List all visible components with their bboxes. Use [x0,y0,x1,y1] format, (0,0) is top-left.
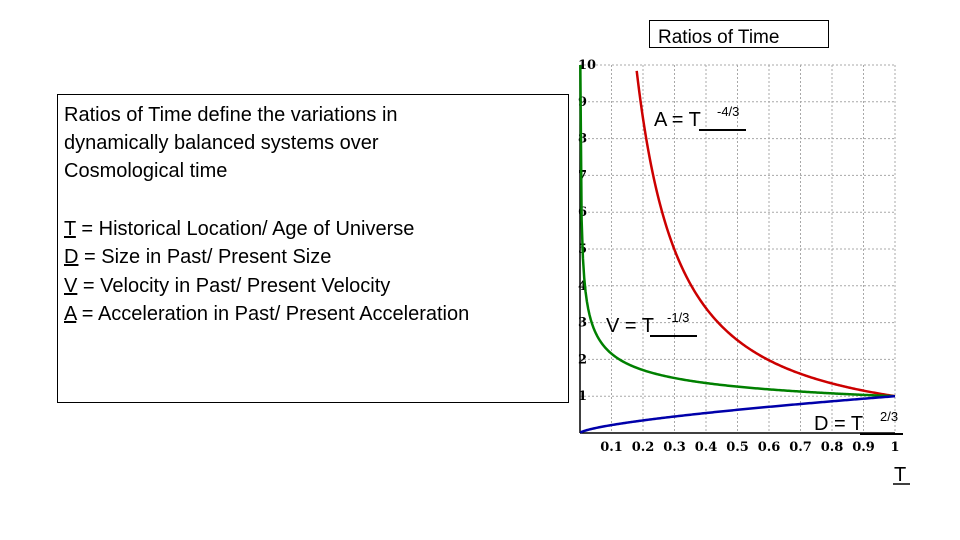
x-tick-0.6: 0.6 [758,440,781,455]
x-tick-0.4: 0.4 [695,440,718,455]
description-box: Ratios of Time define the variations in … [57,94,569,403]
intro-line-3: Cosmological time [64,160,228,182]
definition-d-text: = Size in Past/ Present Size [78,246,332,268]
x-tick-0.5: 0.5 [726,440,749,455]
chart-grid [580,64,896,433]
label-v: V = T -1/3 [606,310,697,337]
label-a-exponent: -4/3 [717,104,739,119]
curve-v [579,65,896,398]
definition-a-text: = Acceleration in Past/ Present Accelera… [76,303,470,325]
definition-t-text: = Historical Location/ Age of Universe [75,218,415,240]
slide-title: Ratios of Time [658,27,780,48]
definition-a-symbol: A [64,303,77,325]
title-box: Ratios of Time [649,20,829,48]
x-tick-0.7: 0.7 [789,440,812,455]
y-tick-1: 1 [578,389,587,404]
x-tick-1: 1 [890,440,899,455]
intro-line-2: dynamically balanced systems over [64,132,379,154]
curve-d [579,394,896,434]
x-axis-label-text: T [894,464,906,486]
definition-a: A = Acceleration in Past/ Present Accele… [64,304,469,324]
x-tick-0.1: 0.1 [600,440,623,455]
definition-v: V = Velocity in Past/ Present Velocity [64,276,390,296]
x-tick-0.8: 0.8 [821,440,844,455]
y-tick-10: 10 [578,58,596,73]
x-tick-0.3: 0.3 [663,440,686,455]
curve-a [635,70,896,398]
label-d-base: D = T [814,413,863,435]
y-tick-2: 2 [578,352,587,367]
label-d-exponent: 2/3 [880,409,898,424]
y-tick-3: 3 [578,316,587,331]
y-tick-8: 8 [578,132,587,147]
label-v-exponent: -1/3 [667,310,689,325]
definition-d: D = Size in Past/ Present Size [64,247,331,267]
definition-d-symbol: D [64,246,79,268]
definition-t: T = Historical Location/ Age of Universe [64,219,414,239]
y-tick-7: 7 [578,168,587,183]
x-tick-0.9: 0.9 [852,440,875,455]
label-v-base: V = T [606,315,654,337]
y-tick-9: 9 [578,95,587,110]
definition-t-symbol: T [64,218,76,240]
definition-v-symbol: V [64,275,78,297]
intro-line-1: Ratios of Time define the variations in [64,104,398,126]
chart-curves [579,65,896,434]
definition-v-text: = Velocity in Past/ Present Velocity [77,275,391,297]
x-axis-label: T [893,464,910,486]
x-tick-labels: 0.1 0.2 0.3 0.4 0.5 0.6 0.7 0.8 0.9 1 [600,440,899,455]
label-d: D = T 2/3 [814,409,903,435]
x-tick-0.2: 0.2 [632,440,655,455]
label-a-base: A = T [654,109,701,131]
label-a: A = T -4/3 [654,104,746,131]
y-tick-4: 4 [578,279,587,294]
